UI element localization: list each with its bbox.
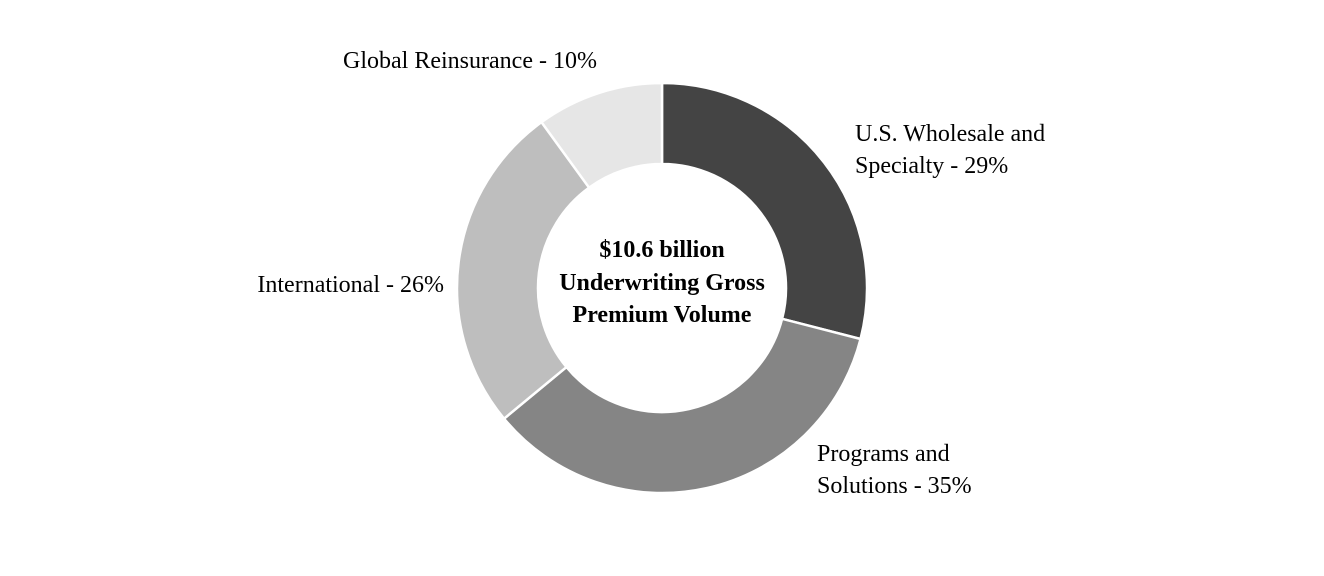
- center-label-line-1: $10.6 billion: [599, 237, 724, 263]
- slice-labels: U.S. Wholesale and Specialty - 29% Progr…: [257, 48, 1045, 499]
- slice-label-international: International - 26%: [257, 272, 444, 298]
- slice-programs-solutions: [502, 317, 863, 495]
- center-label-line-2: Underwriting Gross: [559, 270, 765, 296]
- slice-us-wholesale-specialty: [660, 81, 869, 341]
- slice-label-programs-line-2: Solutions - 35%: [817, 473, 972, 499]
- slice-label-us-wholesale-line-2: Specialty - 29%: [855, 153, 1008, 179]
- slice-label-programs-line-1: Programs and: [817, 441, 950, 467]
- center-label: $10.6 billion Underwriting Gross Premium…: [559, 237, 765, 328]
- slice-international: [455, 120, 591, 421]
- donut-slices: [455, 81, 869, 495]
- slice-label-global-reinsurance: Global Reinsurance - 10%: [343, 48, 597, 74]
- slice-label-us-wholesale-line-1: U.S. Wholesale and: [855, 121, 1045, 147]
- slice-global-reinsurance: [539, 81, 664, 190]
- center-label-line-3: Premium Volume: [573, 302, 752, 328]
